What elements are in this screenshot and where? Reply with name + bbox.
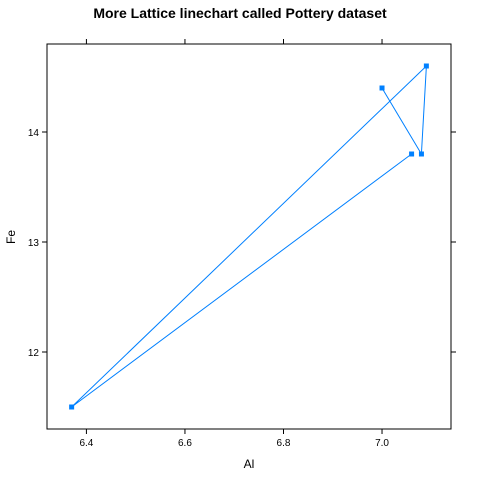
x-tick-label: 6.8 — [277, 438, 291, 449]
x-tick-label: 7.0 — [375, 438, 389, 449]
data-point — [69, 404, 75, 410]
data-point — [423, 63, 429, 69]
x-tick-label: 6.4 — [79, 438, 93, 449]
data-point — [409, 151, 415, 157]
y-tick-label: 13 — [28, 238, 40, 249]
x-tick-label: 6.6 — [178, 438, 192, 449]
y-axis-label: Fe — [4, 230, 18, 244]
axis-ticks: 6.4 6.6 6.8 7.0 12 13 14 — [28, 39, 456, 449]
plot-frame — [46, 43, 452, 430]
data-series — [69, 63, 429, 410]
data-point — [418, 151, 424, 157]
y-tick-label: 12 — [28, 348, 40, 359]
y-tick-label: 14 — [28, 128, 40, 139]
data-point — [379, 85, 385, 91]
x-axis-label: Al — [244, 457, 255, 471]
chart-title: More Lattice linechart called Pottery da… — [93, 5, 387, 21]
